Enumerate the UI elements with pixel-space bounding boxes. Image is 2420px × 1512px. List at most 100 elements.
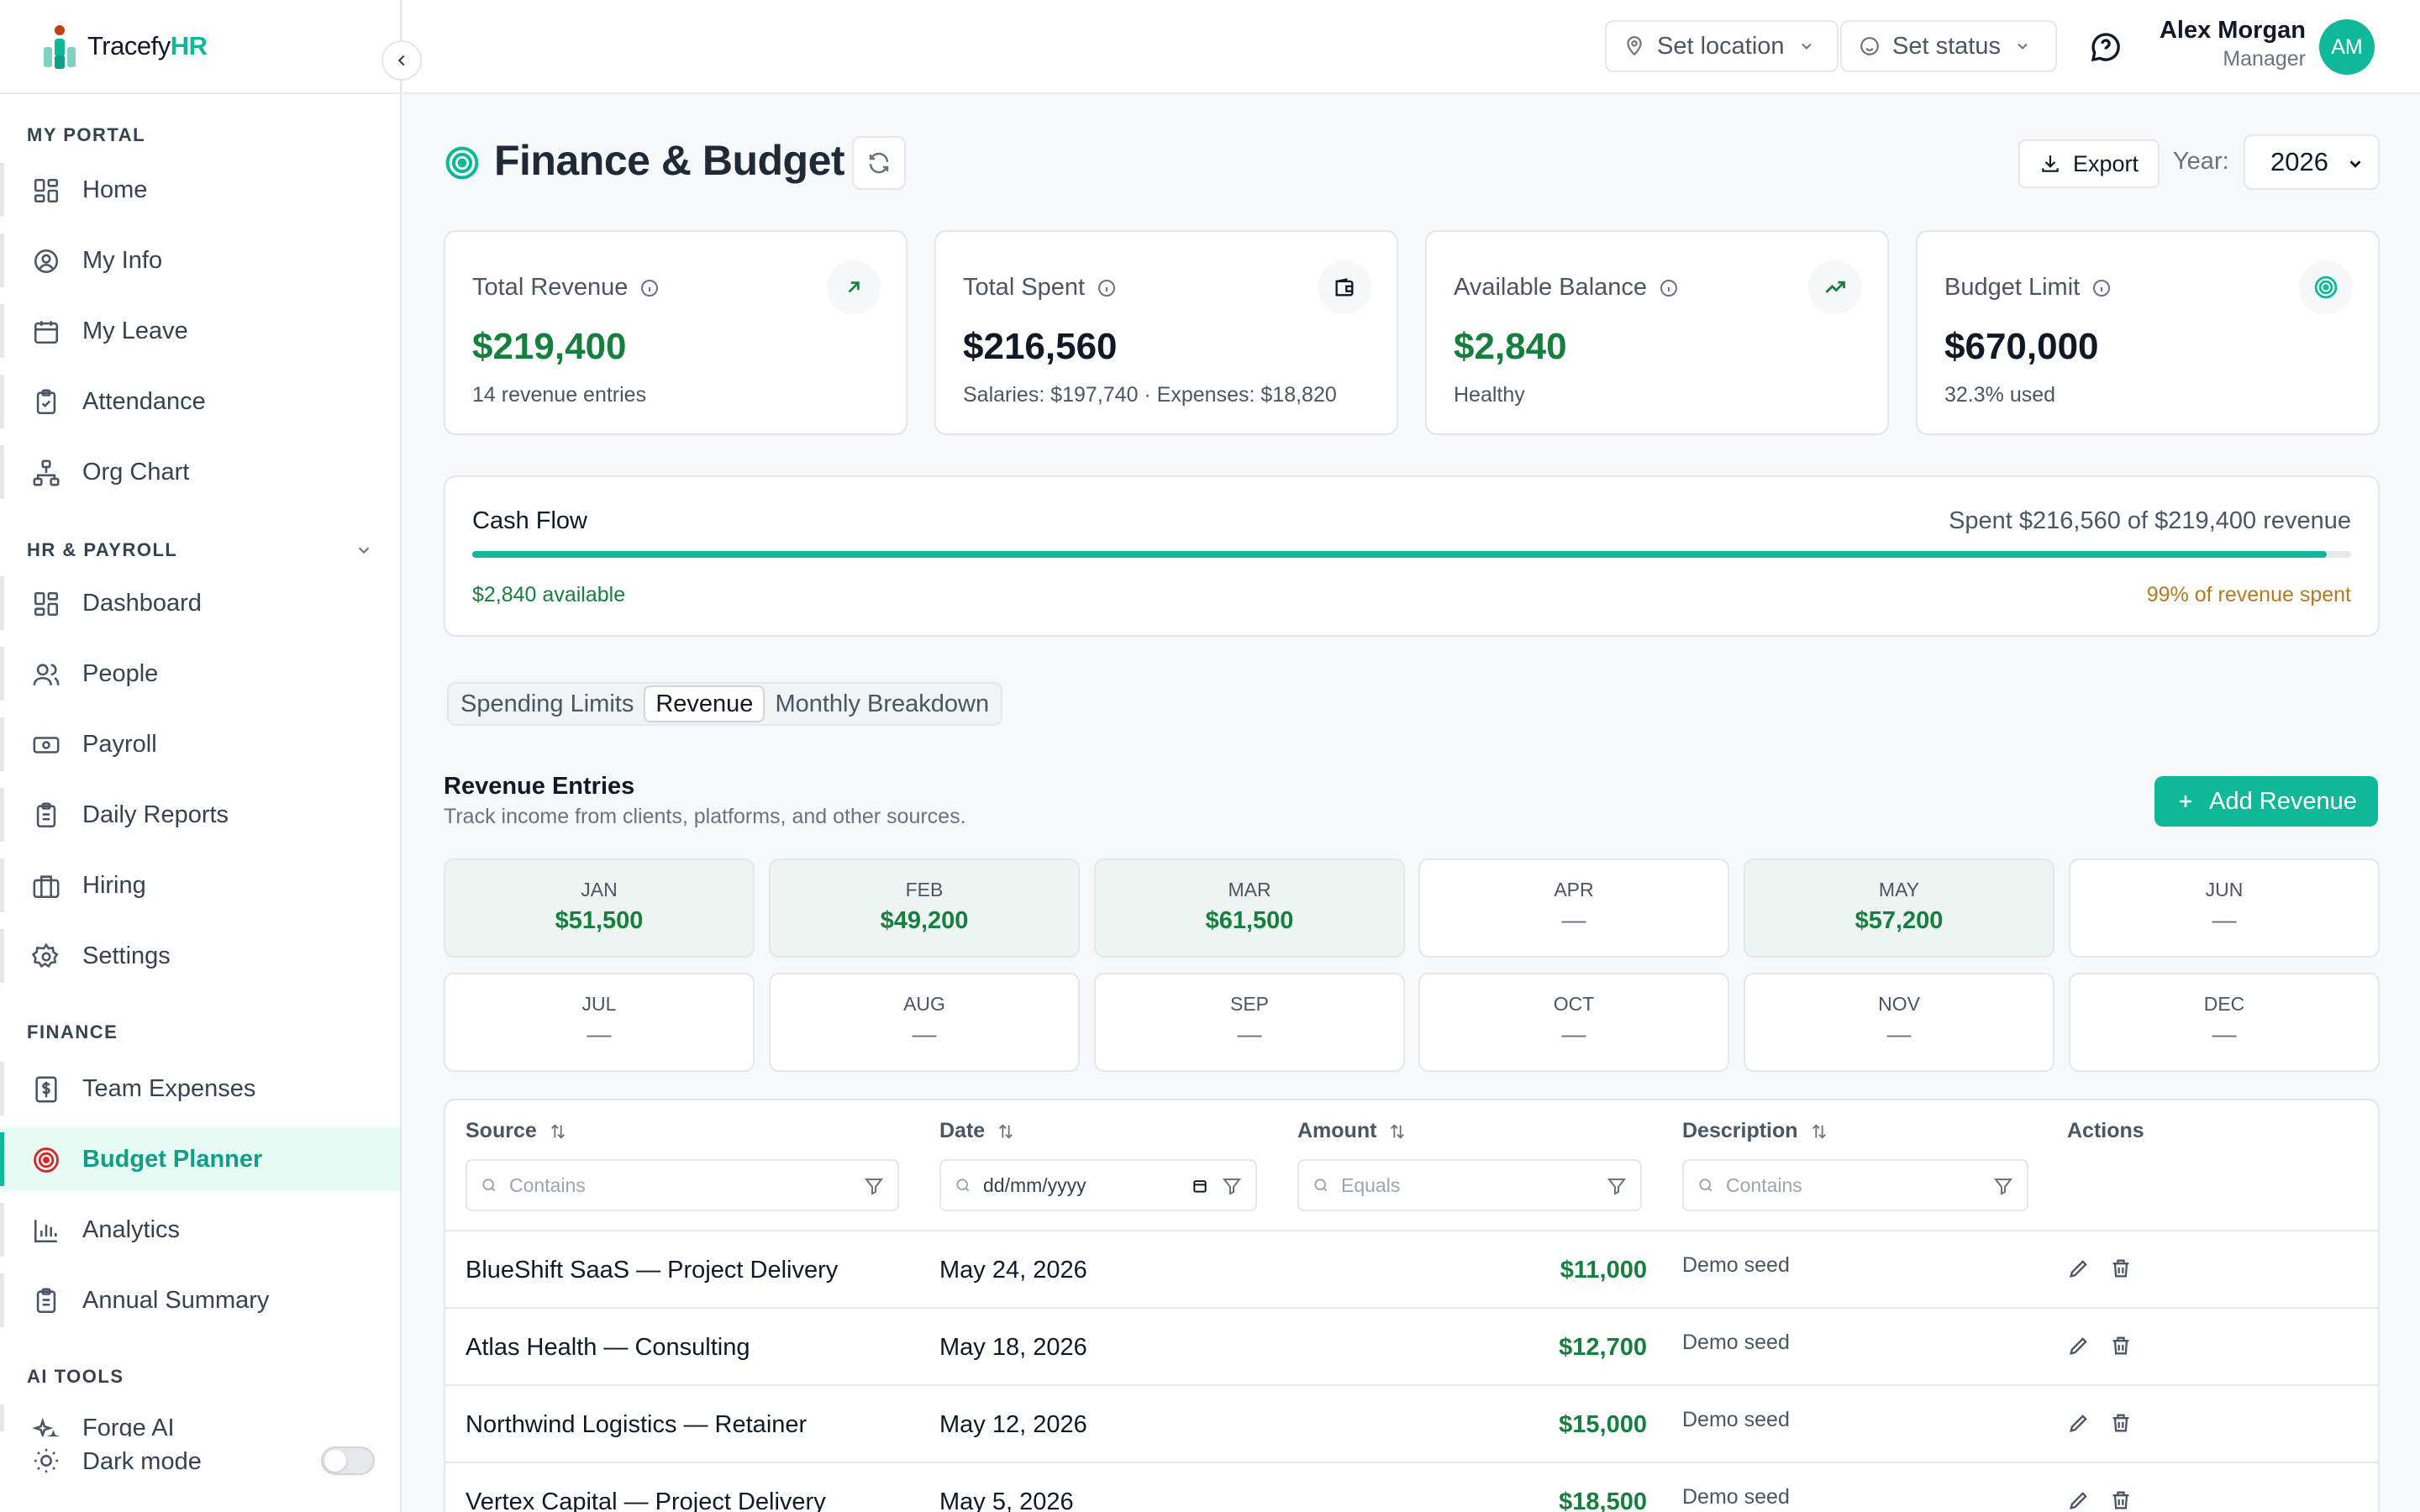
month-tile-aug[interactable]: AUG —	[769, 973, 1080, 1072]
sidebar-item-settings[interactable]: Settings	[0, 924, 400, 988]
table-row[interactable]: Vertex Capital — Project Delivery May 5,…	[445, 1463, 2378, 1512]
edit-icon[interactable]	[2067, 1334, 2091, 1357]
collapse-sidebar-button[interactable]	[381, 40, 422, 81]
month-tile-apr[interactable]: APR —	[1418, 858, 1729, 958]
sidebar-item-team-expenses[interactable]: Team Expenses	[0, 1057, 400, 1121]
user-name[interactable]: Alex Morgan	[2159, 17, 2306, 44]
stat-card-total-spent: Total Spent $216,560 Salaries: $197,740 …	[934, 230, 1398, 435]
sidebar-item-forge-ai[interactable]: Forge AI	[0, 1399, 400, 1436]
refresh-button[interactable]	[852, 136, 906, 190]
sidebar-item-my-leave[interactable]: My Leave	[0, 299, 400, 363]
dark-mode-row: Dark mode	[0, 1436, 400, 1487]
chevron-down-icon	[2018, 43, 2028, 50]
month-tile-jul[interactable]: JUL —	[444, 973, 755, 1072]
date-filter-input[interactable]: dd/mm/yyyy	[939, 1159, 1257, 1211]
sidebar-item-label: Budget Planner	[82, 1145, 263, 1173]
month-value: —	[1561, 907, 1586, 934]
description-filter-input[interactable]: Contains	[1682, 1159, 2028, 1211]
month-tile-feb[interactable]: FEB $49,200	[769, 858, 1080, 958]
sidebar-item-attendance[interactable]: Attendance	[0, 370, 400, 433]
card-badge	[1808, 260, 1862, 314]
info-icon[interactable]	[1097, 278, 1117, 298]
month-value: $49,200	[880, 907, 969, 934]
filter-icon[interactable]	[1993, 1176, 2013, 1196]
card-value: $216,560	[963, 326, 1118, 367]
card-subtext: 32.3% used	[1944, 383, 2056, 407]
year-select[interactable]: 2026	[2244, 134, 2380, 190]
edit-icon[interactable]	[2067, 1411, 2091, 1435]
table-row[interactable]: BlueShift SaaS — Project Delivery May 24…	[445, 1231, 2378, 1309]
month-value: —	[2212, 1021, 2237, 1048]
column-header-description[interactable]: Description	[1682, 1119, 1828, 1143]
column-header-source[interactable]: Source	[466, 1119, 567, 1143]
info-icon[interactable]	[1659, 278, 1679, 298]
sparkles-icon	[32, 1417, 60, 1436]
sidebar-item-people[interactable]: People	[0, 642, 400, 706]
calendar-icon[interactable]	[1192, 1178, 1208, 1194]
add-revenue-button[interactable]: Add Revenue	[2154, 776, 2378, 827]
month-tile-mar[interactable]: MAR $61,500	[1094, 858, 1405, 958]
sidebar-item-analytics[interactable]: Analytics	[0, 1198, 400, 1262]
chevron-down-icon[interactable]	[355, 541, 373, 559]
set-location-button[interactable]: Set location	[1605, 20, 1839, 72]
set-status-button[interactable]: Set status	[1840, 20, 2057, 72]
column-header-amount[interactable]: Amount	[1297, 1119, 1407, 1143]
sidebar-item-budget-planner[interactable]: Budget Planner	[0, 1127, 400, 1191]
cell-source: Vertex Capital — Project Delivery	[466, 1488, 826, 1512]
brand[interactable]: TracefyHR	[0, 0, 400, 94]
month-tile-may[interactable]: MAY $57,200	[1744, 858, 2054, 958]
card-value: $219,400	[472, 326, 627, 367]
calendar-icon	[34, 321, 59, 344]
edit-icon[interactable]	[2067, 1488, 2091, 1512]
tab-spending-limits[interactable]: Spending Limits	[460, 690, 634, 717]
filter-icon[interactable]	[864, 1176, 884, 1196]
dark-mode-toggle[interactable]	[321, 1446, 375, 1475]
info-icon[interactable]	[639, 278, 660, 298]
cell-source: BlueShift SaaS — Project Delivery	[466, 1257, 839, 1284]
column-header-date[interactable]: Date	[939, 1119, 1015, 1143]
month-value: $51,500	[555, 907, 644, 934]
table-row[interactable]: Atlas Health — Consulting May 18, 2026 $…	[445, 1309, 2378, 1386]
tab-bar: Spending Limits Revenue Monthly Breakdow…	[447, 682, 1003, 726]
month-value: —	[1561, 1021, 1586, 1048]
sidebar-item-daily-reports[interactable]: Daily Reports	[0, 783, 400, 847]
month-tile-nov[interactable]: NOV —	[1744, 973, 2054, 1072]
sidebar-item-my-info[interactable]: My Info	[0, 228, 400, 292]
month-tile-sep[interactable]: SEP —	[1094, 973, 1405, 1072]
cash-flow-title: Cash Flow	[472, 507, 587, 534]
trash-icon[interactable]	[2109, 1257, 2133, 1280]
sidebar-item-label: Analytics	[82, 1215, 181, 1243]
sidebar-item-label: Team Expenses	[82, 1074, 256, 1102]
cell-date: May 12, 2026	[939, 1411, 1087, 1438]
tab-monthly-breakdown[interactable]: Monthly Breakdown	[775, 690, 990, 717]
trash-icon[interactable]	[2109, 1334, 2133, 1357]
help-icon[interactable]	[2089, 30, 2123, 64]
trash-icon[interactable]	[2109, 1488, 2133, 1512]
card-subtext: Salaries: $197,740 · Expenses: $18,820	[963, 383, 1337, 407]
info-icon[interactable]	[2091, 278, 2112, 298]
edit-icon[interactable]	[2067, 1257, 2091, 1280]
search-icon	[1699, 1179, 1712, 1192]
month-tile-oct[interactable]: OCT —	[1418, 973, 1729, 1072]
sidebar-item-org-chart[interactable]: Org Chart	[0, 440, 400, 504]
sidebar-item-label: Payroll	[82, 730, 157, 758]
export-button[interactable]: Export	[2018, 139, 2160, 188]
sidebar-item-annual-summary[interactable]: Annual Summary	[0, 1268, 400, 1332]
source-filter-input[interactable]: Contains	[466, 1159, 899, 1211]
month-tile-jan[interactable]: JAN $51,500	[444, 858, 755, 958]
filter-icon[interactable]	[1222, 1176, 1242, 1196]
trash-icon[interactable]	[2109, 1411, 2133, 1435]
month-tile-dec[interactable]: DEC —	[2069, 973, 2380, 1072]
sidebar-item-hiring[interactable]: Hiring	[0, 853, 400, 917]
filter-icon[interactable]	[1607, 1176, 1627, 1196]
amount-filter-input[interactable]: Equals	[1297, 1159, 1642, 1211]
sidebar-item-dashboard[interactable]: Dashboard	[0, 571, 400, 635]
tab-revenue[interactable]: Revenue	[644, 685, 765, 722]
sidebar-item-home[interactable]: Home	[0, 158, 400, 222]
month-tile-jun[interactable]: JUN —	[2069, 858, 2380, 958]
avatar[interactable]: AM	[2319, 19, 2375, 75]
table-row[interactable]: Northwind Logistics — Retainer May 12, 2…	[445, 1386, 2378, 1463]
sidebar-item-payroll[interactable]: Payroll	[0, 712, 400, 776]
card-subtext: Healthy	[1454, 383, 1525, 407]
dark-mode-label: Dark mode	[82, 1448, 202, 1475]
